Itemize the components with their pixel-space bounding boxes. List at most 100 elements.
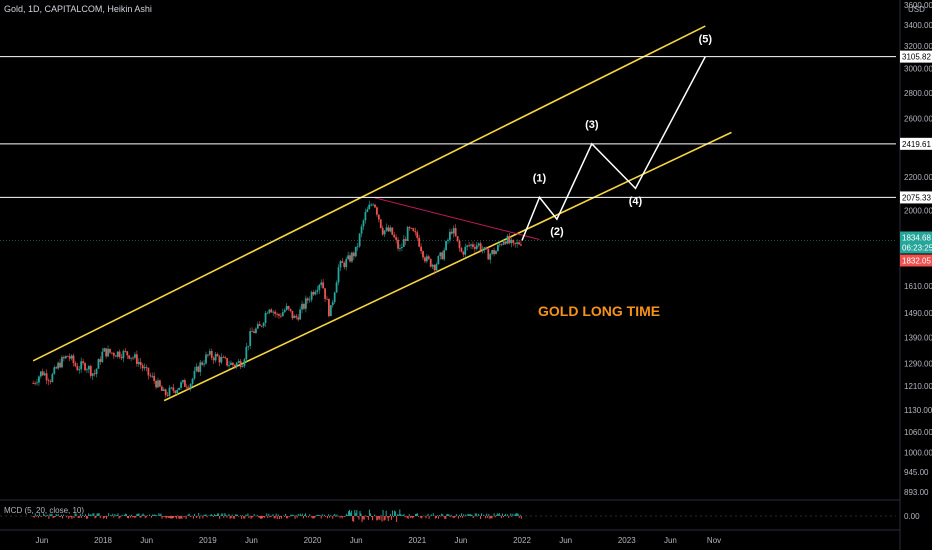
candle-body: [164, 389, 167, 396]
price-axis[interactable]: 3600.00 3400.00 3200.00 3000.00 2800.00 2600.…: [899, 0, 932, 550]
candle-body: [66, 355, 69, 357]
candle-body: [437, 256, 440, 265]
candle-body: [241, 366, 244, 368]
candle-body: [439, 252, 442, 257]
x-tick-label: 2023: [618, 536, 636, 545]
candle-body: [404, 239, 407, 241]
candle-body: [280, 315, 282, 317]
candle-body: [301, 303, 303, 310]
price-tag-label: 1832.05: [902, 256, 931, 265]
candle-body: [349, 255, 351, 262]
candle-body: [139, 362, 142, 366]
candle-body: [422, 251, 424, 258]
candle-body: [107, 348, 109, 357]
candle-body: [47, 380, 50, 382]
candle-body: [450, 231, 453, 234]
candle-body: [316, 290, 319, 292]
candle-body: [49, 381, 52, 382]
candle-body: [222, 357, 225, 358]
candle-body: [295, 315, 298, 318]
candle-body: [493, 250, 495, 255]
candle-body: [247, 345, 250, 347]
candle-body: [72, 355, 75, 363]
candle-body: [116, 351, 119, 357]
candle-body: [354, 246, 357, 257]
candle-body: [118, 351, 121, 357]
candle-body: [308, 299, 311, 301]
candle-body: [130, 357, 133, 359]
candle-body: [306, 298, 309, 301]
candle-body: [105, 348, 108, 357]
candle-body: [137, 362, 140, 365]
candle-body: [472, 244, 474, 248]
candle-body: [201, 362, 204, 365]
candle-body: [124, 350, 127, 352]
candle-body: [141, 365, 144, 369]
candle-body: [157, 380, 159, 388]
candle-body: [516, 242, 519, 244]
candle-body: [120, 356, 123, 359]
candle-body: [189, 383, 192, 389]
wave-label: (4): [629, 195, 643, 207]
y-tick-label: 2600.00: [904, 115, 932, 124]
candle-body: [218, 356, 221, 363]
candle-body: [345, 259, 348, 268]
candle-body: [199, 362, 202, 372]
candle-body: [343, 262, 346, 268]
candle-body: [82, 361, 84, 364]
candle-body: [414, 231, 417, 233]
candle-body: [128, 355, 131, 359]
candle-body: [239, 361, 242, 368]
candle-body: [397, 239, 399, 249]
currency-label: USD: [908, 5, 925, 14]
symbol-legend[interactable]: Gold, 1D, CAPITALCOM, Heikin Ashi: [4, 4, 152, 14]
y-tick-label: 1610.00: [904, 282, 932, 291]
y-tick-label: 3600.00: [904, 1, 932, 10]
candle-body: [101, 351, 104, 362]
candle-body: [318, 284, 321, 291]
y-tick-label: 1390.00: [904, 333, 932, 342]
candle-body: [276, 313, 278, 315]
time-axis[interactable]: Jun 2018 Jun 2019 Jun 2020 Jun 2021 Jun 2022 Jun 20…: [0, 529, 900, 545]
candle-body: [68, 356, 71, 359]
candle-body: [347, 255, 350, 260]
x-tick-label: Jun: [35, 536, 48, 545]
candle-body: [87, 366, 90, 370]
candle-body: [162, 389, 165, 391]
candle-body: [272, 311, 275, 313]
candle-body: [114, 355, 117, 357]
price-tag-label: 2075.33: [902, 193, 931, 202]
candle-body: [53, 367, 56, 374]
candle-body: [51, 373, 54, 382]
candle-body: [210, 351, 213, 358]
elliott-wave-path: [521, 56, 706, 241]
candle-body: [237, 361, 240, 363]
y-tick-label: 1210.00: [904, 382, 932, 391]
candle-body: [289, 308, 292, 311]
candle-body: [374, 204, 376, 208]
x-tick-label: 2018: [94, 536, 112, 545]
macd-legend[interactable]: MCD (5, 20, close, 10): [4, 506, 84, 515]
candle-body: [337, 267, 340, 283]
candle-body: [475, 245, 478, 249]
candle-body: [427, 256, 430, 259]
candle-body: [376, 207, 378, 215]
y-tick-label: 2200.00: [904, 173, 932, 182]
channel-lines: [32, 25, 732, 402]
candle-body: [400, 246, 403, 248]
x-tick-label: Jun: [245, 536, 258, 545]
candle-body: [328, 299, 330, 317]
wave-label: (5): [699, 34, 713, 46]
candle-body: [452, 228, 455, 234]
candle-body: [178, 387, 181, 390]
candle-body: [103, 348, 106, 352]
annotation-gold-long-time: GOLD LONG TIME: [538, 303, 660, 319]
x-tick-label: 2020: [304, 536, 322, 545]
candle-body: [62, 357, 65, 359]
candle-body: [391, 227, 394, 235]
candle-body: [235, 362, 238, 367]
candle-body: [36, 382, 38, 384]
candle-body: [126, 351, 129, 356]
candle-body: [485, 247, 488, 250]
